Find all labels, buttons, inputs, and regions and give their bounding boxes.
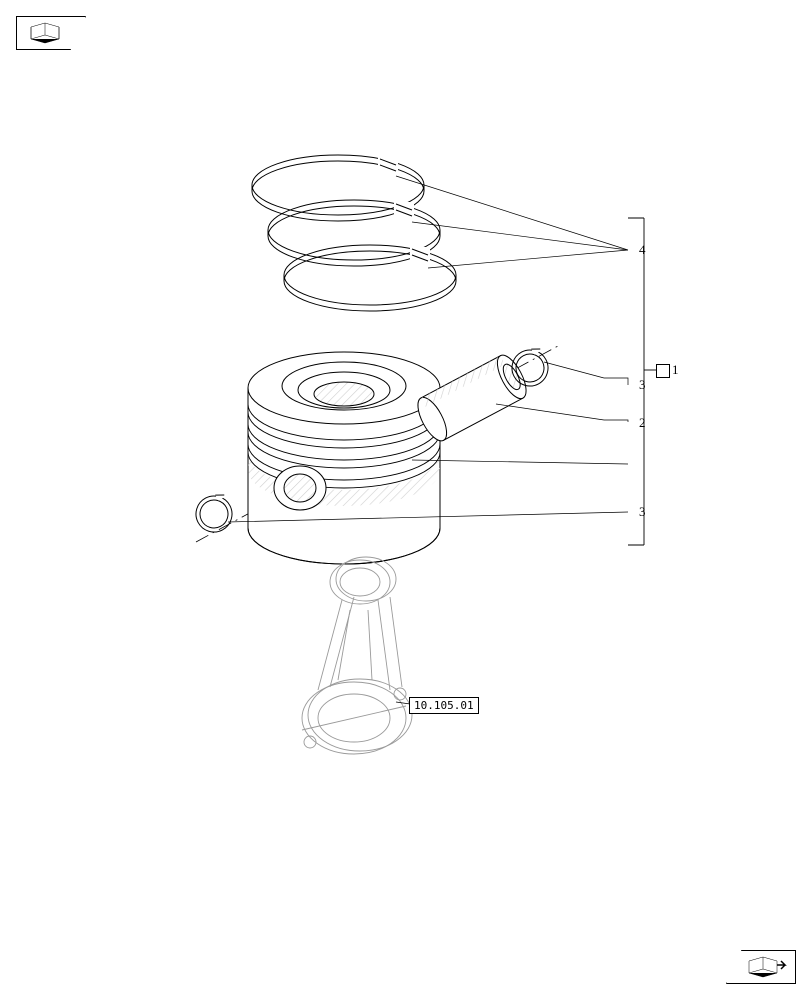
callout-3-upper: 3 bbox=[639, 377, 646, 393]
piston-ring-set bbox=[252, 155, 456, 311]
piston bbox=[248, 352, 440, 564]
callout-1-box bbox=[656, 364, 670, 378]
callout-1: 1 bbox=[672, 362, 679, 378]
snap-ring-left bbox=[189, 487, 240, 538]
callout-4: 4 bbox=[639, 242, 646, 258]
exploded-piston-diagram bbox=[0, 0, 812, 1000]
connecting-rod bbox=[302, 557, 412, 754]
callout-3-lower: 3 bbox=[639, 504, 646, 520]
callout-2: 2 bbox=[639, 415, 646, 431]
wrist-pin bbox=[412, 351, 532, 445]
reference-label: 10.105.01 bbox=[409, 697, 479, 714]
